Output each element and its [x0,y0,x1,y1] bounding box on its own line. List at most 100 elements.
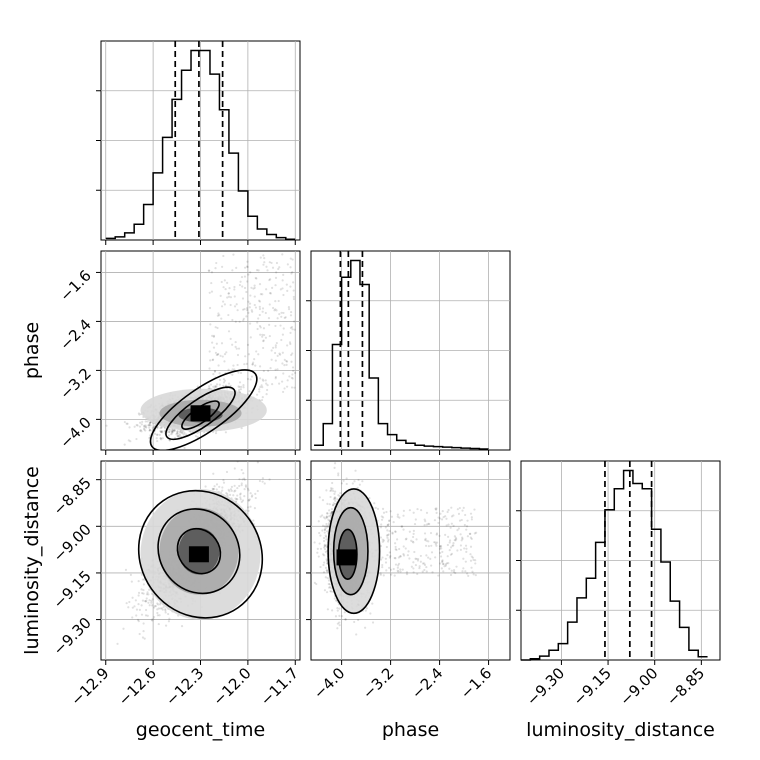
scatter-point [176,434,179,438]
scatter-point [245,362,248,366]
scatter-point [281,390,285,394]
scatter-point [274,300,277,303]
scatter-point [173,428,176,432]
scatter-point [266,269,269,272]
scatter-point [247,311,250,314]
scatter-point [183,446,186,450]
scatter-point [214,266,217,270]
scatter-point [261,307,265,310]
scatter-point [274,324,277,328]
scatter-point [226,296,229,299]
scatter-point [145,593,149,596]
scatter-point [286,379,289,382]
scatter-point [231,373,234,376]
scatter-point [143,599,147,603]
scatter-point [285,385,289,388]
scatter-point [227,368,230,371]
scatter-point [249,336,252,339]
scatter-point [212,334,216,337]
scatter-point [226,281,229,284]
scatter-point [235,498,238,501]
scatter-point [144,420,147,423]
scatter-point [151,604,154,607]
scatter-point [148,604,151,607]
scatter-point [252,287,255,290]
scatter-point [189,430,193,434]
hist-grid-geocent_time [101,41,300,240]
scatter-point [215,353,218,357]
scatter-point [227,292,230,295]
scatter-point [266,388,269,392]
scatter-point [146,591,149,594]
scatter-point [246,487,250,490]
scatter-point [246,377,250,381]
scatter-point [249,378,252,381]
scatter-point [247,273,250,276]
scatter-point [247,499,250,502]
scatter-point [250,495,253,498]
scatter-point [273,351,277,355]
scatter-point [238,478,241,481]
scatter-point [229,303,232,307]
scatter-point [137,591,141,595]
scatter-point [220,280,223,284]
scatter-point [278,266,281,269]
scatter-point [246,343,250,346]
scatter-point [239,388,243,391]
scatter-point [231,318,234,322]
scatter-point [274,377,277,380]
scatter-point [175,433,178,436]
scatter-point [241,285,244,288]
scatter-point [263,256,266,260]
scatter-point [170,433,173,436]
scatter-point [244,484,247,487]
scatter-point [279,353,282,356]
scatter-point [137,603,140,606]
scatter-point [155,433,159,436]
scatter-point [236,494,239,497]
scatter-point [258,305,261,308]
scatter-point [258,282,262,286]
scatter-point [143,637,146,640]
scatter-point [209,359,212,362]
scatter-point [161,608,164,611]
scatter-point [247,300,250,303]
scatter-point [153,432,157,435]
scatter-point [229,337,232,340]
scatter-point [148,429,151,432]
scatter-point [148,588,151,591]
scatter-point [223,379,227,382]
scatter-point [238,283,242,287]
scatter-point [208,306,212,310]
scatter-point [242,317,245,320]
scatter-point [283,364,286,367]
scatter-point [229,296,233,299]
scatter-point [217,312,220,315]
scatter-point [208,269,211,272]
scatter-point [152,618,155,621]
scatter-point [218,485,221,488]
scatter-point [148,426,151,429]
scatter-point [138,425,142,428]
scatter-point [234,320,237,323]
scatter-point [144,608,148,612]
scatter-point [160,430,163,433]
scatter-point [289,257,292,260]
scatter-point [274,308,277,311]
scatter-point [282,327,285,330]
scatter-point [249,294,252,297]
scatter-point [255,268,259,272]
scatter-point [125,422,128,425]
scatter-point [254,492,257,495]
scatter-point [271,266,275,269]
scatter-point [236,461,239,463]
scatter-point [261,335,264,338]
scatter-point [171,430,174,434]
scatter-point [213,370,217,373]
scatter-point [277,299,280,303]
scatter-point [141,592,144,595]
scatter-point [275,309,278,312]
scatter-point [218,378,222,382]
scatter-point [234,340,237,344]
scatter-point [178,434,181,437]
